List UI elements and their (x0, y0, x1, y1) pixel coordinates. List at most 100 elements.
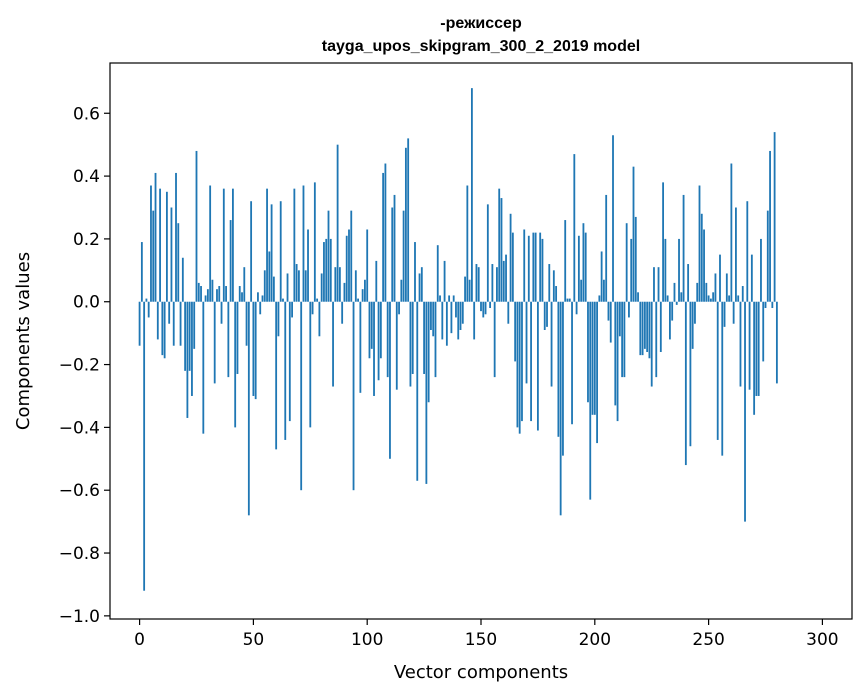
y-axis-ticks: −1.0 −0.8 −0.6 −0.4 −0.2 0.0 0.2 0.4 0.6 (59, 104, 110, 627)
bar-5 (150, 185, 152, 302)
bar-215 (628, 301, 630, 318)
bar-97 (359, 301, 362, 393)
bar-33 (213, 301, 216, 384)
bar-39 (227, 301, 230, 378)
bar-198 (589, 301, 592, 500)
bar-40 (229, 220, 232, 302)
bar-49 (250, 201, 253, 302)
bar-132 (439, 295, 441, 302)
bar-25 (195, 150, 198, 302)
bar-108 (384, 163, 387, 302)
x-tick-label: 100 (351, 630, 383, 650)
bar-170 (525, 301, 528, 384)
bar-226 (653, 267, 655, 302)
bar-173 (532, 232, 535, 302)
bar-98 (361, 289, 364, 302)
bar-0 (138, 301, 141, 346)
bar-23 (191, 301, 193, 396)
bar-81 (323, 242, 325, 302)
bar-236 (675, 301, 678, 305)
bar-212 (621, 301, 624, 378)
bar-269 (750, 254, 753, 302)
bar-27 (200, 286, 202, 302)
bar-241 (687, 264, 690, 302)
bar-162 (507, 301, 510, 324)
bar-268 (748, 301, 751, 390)
bar-201 (596, 301, 598, 444)
bar-252 (712, 292, 715, 302)
bar-7 (154, 172, 157, 302)
bar-91 (345, 235, 348, 302)
bar-185 (559, 301, 562, 516)
bar-264 (739, 301, 742, 387)
bar-55 (263, 270, 266, 302)
y-tick-label: −0.8 (59, 544, 100, 564)
bar-148 (475, 264, 478, 302)
bar-248 (703, 229, 705, 302)
x-axis-label: Vector components (394, 662, 568, 683)
bar-135 (445, 301, 448, 346)
x-tick-label: 250 (692, 630, 724, 650)
bar-259 (728, 295, 730, 302)
bar-204 (603, 279, 605, 302)
bar-35 (218, 286, 221, 302)
bar-128 (430, 301, 432, 330)
bar-118 (407, 138, 410, 302)
bar-8 (156, 301, 159, 340)
bar-103 (373, 301, 375, 396)
bar-243 (691, 301, 694, 349)
bar-34 (216, 289, 218, 302)
bar-54 (261, 295, 264, 302)
bar-208 (612, 135, 614, 302)
bar-199 (591, 301, 594, 415)
y-tick-label: 0.6 (73, 104, 100, 124)
bar-154 (489, 301, 492, 309)
bar-176 (539, 232, 542, 302)
bar-82 (325, 238, 328, 302)
bar-51 (254, 301, 257, 400)
bars-group (138, 88, 778, 591)
y-axis-label: Components values (13, 252, 34, 430)
x-tick-label: 150 (465, 630, 497, 650)
bar-63 (282, 298, 284, 302)
bar-211 (618, 301, 621, 337)
bar-14 (170, 207, 173, 302)
bar-169 (523, 229, 526, 302)
bar-70 (298, 270, 300, 302)
bar-270 (753, 301, 756, 415)
bar-125 (423, 301, 426, 374)
bar-172 (530, 301, 532, 422)
bar-134 (443, 260, 446, 302)
bar-26 (197, 282, 200, 302)
bar-4 (147, 301, 150, 318)
bar-80 (320, 273, 323, 302)
bar-10 (161, 301, 164, 356)
bar-231 (664, 238, 667, 302)
bar-167 (518, 301, 521, 434)
bar-276 (766, 210, 769, 302)
bar-112 (393, 194, 396, 302)
bar-77 (313, 182, 316, 302)
bar-106 (379, 301, 382, 359)
bar-254 (716, 301, 719, 440)
bar-65 (286, 273, 289, 302)
bar-189 (568, 298, 571, 302)
chart-title-line-2: tayga_upos_skipgram_300_2_2019 model (322, 38, 640, 55)
bar-202 (598, 295, 601, 302)
bar-206 (607, 301, 610, 321)
bar-94 (352, 301, 355, 491)
bar-36 (220, 301, 223, 324)
bar-73 (304, 270, 307, 302)
bar-122 (416, 301, 419, 481)
bar-157 (496, 267, 498, 302)
bar-197 (587, 301, 589, 403)
bar-43 (236, 301, 239, 374)
bar-181 (550, 301, 553, 387)
bar-20 (184, 301, 187, 371)
bar-216 (630, 238, 633, 302)
bar-6 (152, 210, 155, 302)
bar-110 (389, 301, 391, 459)
bar-227 (655, 301, 658, 378)
